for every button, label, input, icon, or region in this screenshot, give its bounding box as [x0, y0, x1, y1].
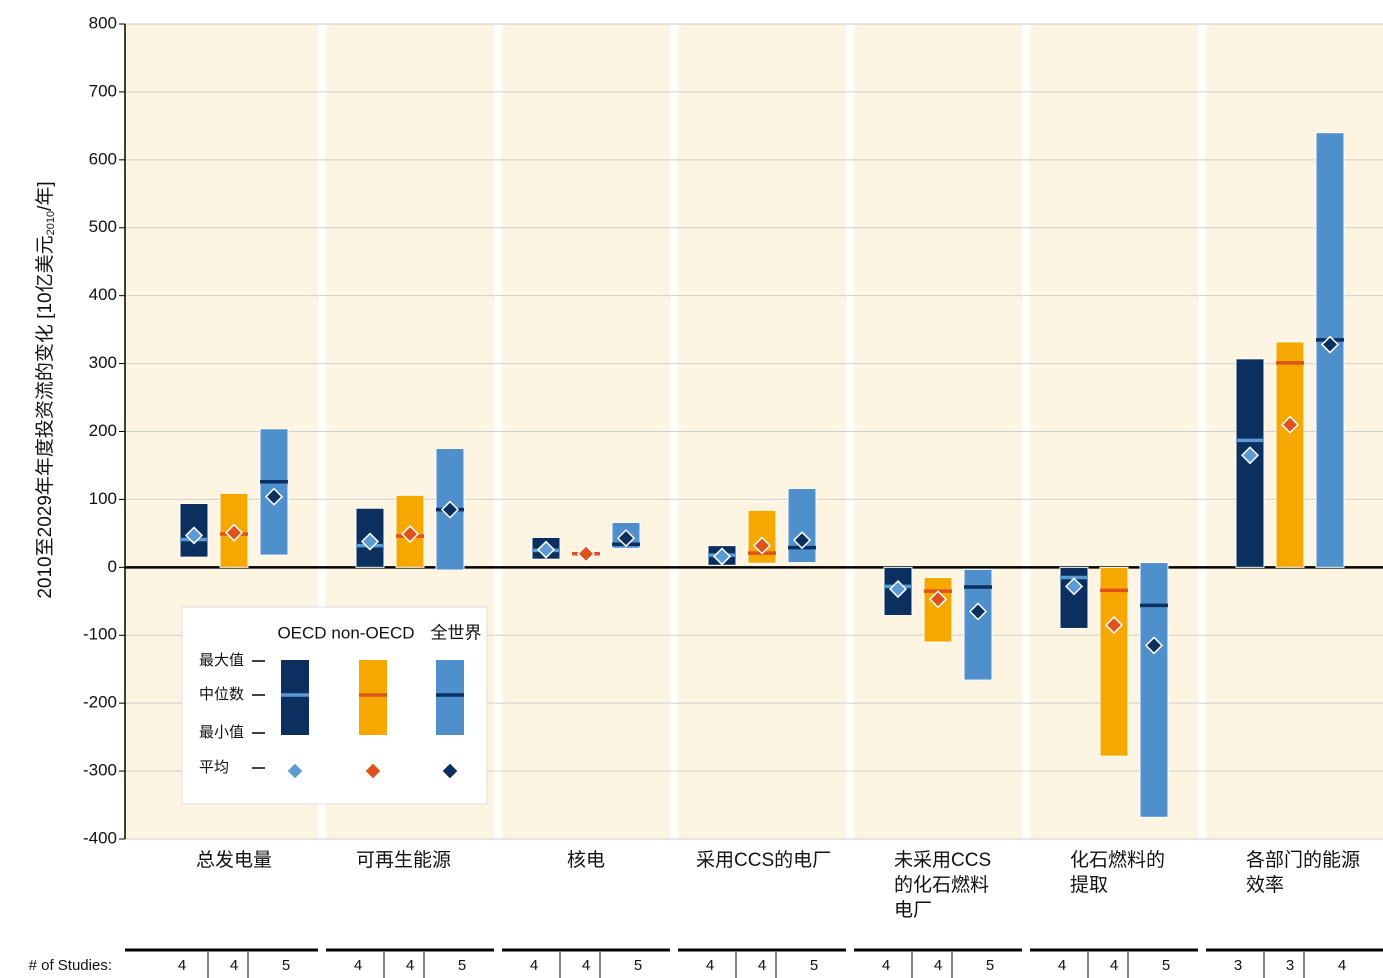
mean-marker: [888, 580, 908, 599]
studies-count: 4: [934, 957, 942, 974]
range-bar: [923, 577, 953, 643]
y-tick-label: -200: [83, 693, 117, 712]
legend-bar: [281, 660, 309, 735]
y-tick-label: 200: [89, 421, 117, 440]
mean-marker: [1320, 335, 1340, 354]
y-tick-label: 300: [89, 353, 117, 372]
legend-label: 最小值: [199, 724, 244, 741]
studies-count: 4: [230, 957, 238, 974]
studies-count: 4: [882, 957, 890, 974]
x-tick-label: 各部门的能源 效率: [1246, 850, 1361, 896]
studies-count: 4: [178, 957, 186, 974]
legend-name: non-OECD: [331, 623, 414, 642]
legend-label: 中位数: [199, 686, 244, 703]
range-bar: [1099, 566, 1129, 757]
legend-mean: [441, 762, 459, 780]
mean-marker: [224, 523, 244, 542]
legend-mean: [286, 762, 304, 780]
y-tick-label: -100: [83, 625, 117, 644]
studies-count: 4: [406, 957, 414, 974]
mean-marker: [616, 529, 636, 548]
mean-marker: [360, 532, 380, 551]
x-tick-label: 采用CCS的电厂: [696, 850, 832, 871]
studies-count: 5: [1162, 957, 1170, 974]
studies-count: 5: [282, 957, 290, 974]
mean-marker: [440, 500, 460, 519]
mean-marker: [1064, 577, 1084, 596]
y-tick-label: -400: [83, 828, 117, 847]
y-tick-label: -300: [83, 761, 117, 780]
studies-count: 4: [1110, 957, 1118, 974]
mean-marker: [1144, 636, 1164, 655]
y-axis-label-text: 2010至2029年年度投资流的变化 [10亿美元: [34, 235, 56, 598]
y-tick-label: 0: [108, 557, 117, 576]
studies-count: 4: [758, 957, 766, 974]
studies-count: 5: [986, 957, 994, 974]
y-tick-label: 100: [89, 489, 117, 508]
studies-count: 4: [1058, 957, 1066, 974]
studies-count: 3: [1286, 957, 1294, 974]
y-tick-label: 500: [89, 217, 117, 236]
mean-marker: [968, 602, 988, 621]
x-tick-label: 化石燃料的 提取: [1070, 850, 1166, 896]
legend-bar: [359, 660, 387, 735]
x-tick-label: 未采用CCS 的化石燃料 电厂: [894, 850, 992, 921]
y-tick-label: 600: [89, 149, 117, 168]
x-tick-label: 总发电量: [195, 850, 272, 871]
mean-marker: [792, 531, 812, 550]
y-axis-label-sub: 2010: [45, 211, 57, 235]
legend-label: 最大值: [199, 652, 244, 669]
range-bar: [219, 492, 249, 568]
y-tick-label: 800: [89, 13, 117, 32]
mean-marker: [928, 590, 948, 609]
mean-marker: [752, 536, 772, 555]
range-bar: [787, 488, 817, 564]
mean-marker: [1240, 446, 1260, 465]
y-axis-label: 2010至2029年年度投资流的变化 [10亿美元2010/年]: [34, 181, 57, 598]
legend-mean: [364, 762, 382, 780]
y-axis-label-end: /年]: [34, 181, 56, 211]
mean-marker: [576, 544, 596, 563]
x-tick-label: 可再生能源: [356, 850, 452, 871]
studies-count: 4: [582, 957, 590, 974]
legend-name: 全世界: [431, 623, 482, 642]
studies-count: 3: [1234, 957, 1242, 974]
legend-bar: [436, 660, 464, 735]
range-bar: [1275, 341, 1305, 568]
mean-marker: [1104, 616, 1124, 635]
studies-count: 5: [458, 957, 466, 974]
studies-count: 5: [810, 957, 818, 974]
legend-name: OECD: [277, 623, 326, 642]
mean-marker: [712, 547, 732, 566]
legend-label: 平均: [199, 759, 229, 776]
y-tick-label: 400: [89, 285, 117, 304]
y-tick-label: 700: [89, 81, 117, 100]
mean-marker: [264, 487, 284, 506]
studies-label: # of Studies:: [29, 957, 112, 974]
mean-marker: [536, 540, 556, 559]
studies-count: 4: [354, 957, 362, 974]
studies-count: 4: [1338, 957, 1346, 974]
studies-count: 5: [634, 957, 642, 974]
range-bar: [1139, 562, 1169, 818]
x-tick-label: 核电: [566, 850, 605, 871]
mean-marker: [400, 524, 420, 544]
mean-marker: [184, 526, 204, 545]
mean-marker: [1280, 415, 1300, 434]
studies-count: 4: [706, 957, 714, 974]
studies-count: 4: [530, 957, 538, 974]
